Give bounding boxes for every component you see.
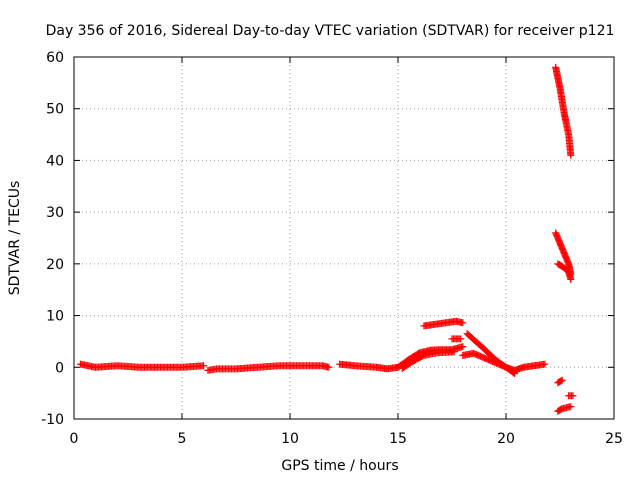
y-tick-label: 50 [46, 102, 64, 118]
data-point [567, 275, 575, 283]
x-axis-label: GPS time / hours [281, 458, 398, 474]
x-tick-label: 0 [70, 431, 79, 447]
x-tick-label: 10 [281, 431, 299, 447]
data-point [569, 392, 577, 400]
y-axis: -10 0 10 20 30 40 50 60 [41, 50, 614, 428]
y-tick-label: 60 [46, 50, 64, 66]
y-tick-label: -10 [41, 412, 64, 428]
data-point [325, 363, 333, 371]
data-point [510, 369, 518, 377]
chart-title: Day 356 of 2016, Sidereal Day-to-day VTE… [46, 23, 615, 39]
x-axis: 0 5 10 15 20 25 [70, 57, 623, 447]
data-point [457, 335, 465, 343]
y-tick-label: 40 [46, 153, 64, 169]
x-tick-label: 25 [605, 431, 623, 447]
grid [74, 57, 614, 419]
plot-frame [73, 56, 615, 420]
y-tick-label: 0 [55, 360, 64, 376]
data-series [76, 63, 577, 415]
y-axis-label: SDTVAR / TECUs [7, 181, 23, 296]
data-point [200, 362, 208, 370]
data-point [557, 377, 565, 385]
data-point [459, 343, 467, 351]
data-point [567, 403, 575, 411]
y-tick-label: 20 [46, 257, 64, 273]
data-point [558, 376, 566, 384]
data-point [459, 319, 467, 327]
y-tick-label: 10 [46, 309, 64, 325]
data-point [541, 360, 549, 368]
data-point [511, 369, 519, 377]
x-tick-label: 5 [178, 431, 187, 447]
x-tick-label: 20 [497, 431, 515, 447]
data-point [567, 151, 575, 159]
data-point [450, 348, 458, 356]
x-tick-label: 15 [389, 431, 407, 447]
y-tick-label: 30 [46, 205, 64, 221]
